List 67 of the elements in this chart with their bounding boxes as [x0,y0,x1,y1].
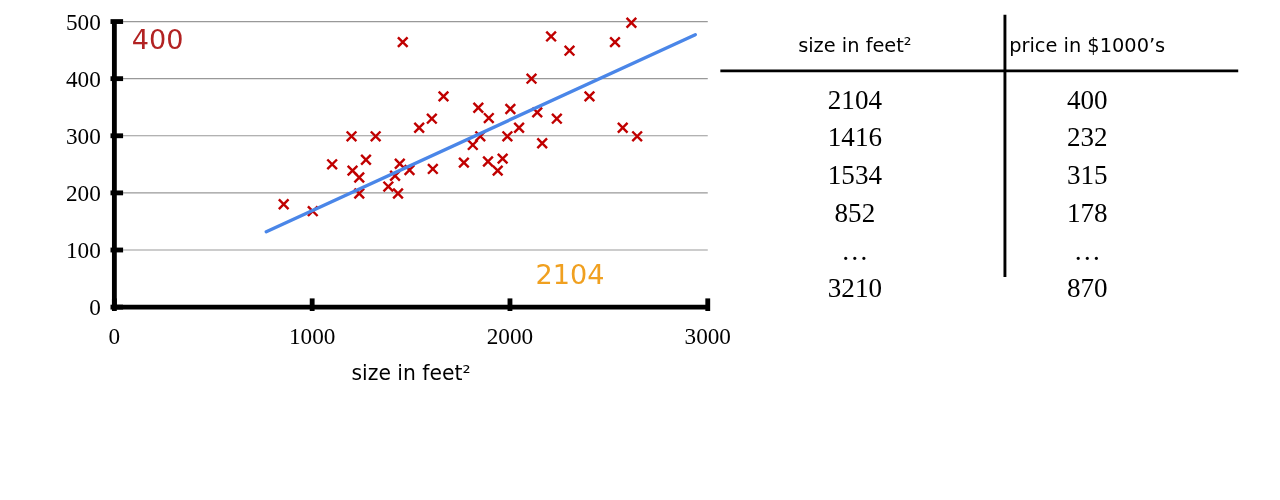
point [426,162,439,175]
point [353,187,366,200]
point [326,158,339,171]
point [425,112,438,125]
text: 1534 [827,160,883,191]
point [563,44,576,57]
text: 178 [1066,197,1108,228]
point [616,121,629,134]
point [501,130,514,143]
point [277,198,290,211]
point [389,169,402,182]
point [513,121,526,134]
text: … [841,235,869,266]
point [491,164,504,177]
annotation: 2104 [535,258,605,290]
point [457,156,470,169]
text: 870 [1066,273,1108,304]
x-tick-label: 1000 [288,322,336,349]
point [353,171,366,184]
text: size in feet² [798,33,912,57]
point [536,137,549,150]
text: 315 [1066,160,1108,191]
annotation: 400 [131,23,184,55]
x-axis-title: size in feet² [351,360,471,385]
point [545,30,558,43]
y-tick-label: 0 [89,294,101,321]
point [359,153,373,166]
x-tick-label: 0 [108,322,121,349]
point [504,102,517,115]
text: 852 [834,197,876,228]
point [391,187,405,200]
y-tick-label: 300 [66,122,101,149]
point [346,164,359,177]
text: 3210 [827,273,882,304]
text: 400 [1066,84,1108,115]
point [631,130,644,143]
point [345,130,358,143]
text: 2104 [827,84,883,115]
point [525,72,538,85]
point [583,90,596,103]
point [481,155,495,168]
point [482,112,495,125]
y-tick-label: 100 [66,237,101,264]
text: 232 [1066,122,1108,153]
point [531,106,544,119]
point [393,157,406,170]
point [437,90,450,103]
point [608,36,622,49]
point [472,101,485,114]
point [306,205,319,218]
x-tick-label: 2000 [486,322,534,349]
x-tick-label: 3000 [684,322,731,349]
y-tick-label: 500 [66,8,101,35]
point [369,130,382,143]
text: … [1073,235,1101,266]
y-tick-label: 400 [66,65,101,92]
point [396,36,409,49]
point [403,163,416,177]
y-tick-label: 200 [66,180,101,207]
point [550,112,563,125]
text: 1416 [827,122,882,153]
point [496,152,509,165]
point [474,130,487,143]
point [382,180,395,193]
point [625,16,638,29]
text: price in $1000’s [1009,33,1166,57]
point [413,121,426,134]
